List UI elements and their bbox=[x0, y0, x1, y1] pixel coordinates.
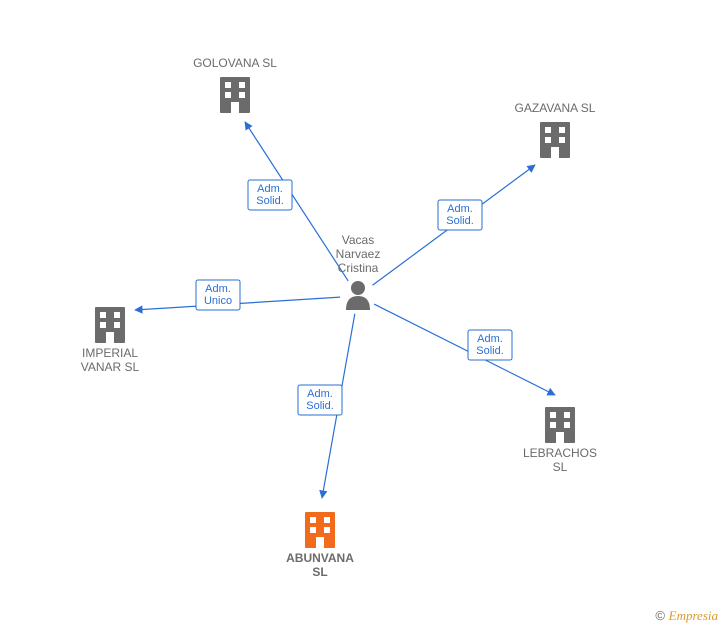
center-node-label: Narvaez bbox=[336, 247, 381, 261]
company-label-gazavana: GAZAVANA SL bbox=[515, 101, 596, 115]
company-node-abunvana: ABUNVANASL bbox=[286, 512, 354, 579]
company-node-gazavana: GAZAVANA SL bbox=[515, 101, 596, 158]
company-label-golovana: GOLOVANA SL bbox=[193, 56, 277, 70]
company-label-imperial: IMPERIAL bbox=[82, 346, 138, 360]
network-diagram: Adm.Solid.Adm.Solid.Adm.UnicoAdm.Solid.A… bbox=[0, 0, 728, 630]
company-label-abunvana: SL bbox=[312, 565, 327, 579]
building-icon bbox=[545, 407, 575, 443]
company-label-imperial: VANAR SL bbox=[81, 360, 140, 374]
company-node-lebrachos: LEBRACHOSSL bbox=[523, 407, 597, 474]
edge-label-imperial: Unico bbox=[204, 295, 232, 307]
edge-label-abunvana: Adm. bbox=[307, 388, 333, 400]
company-label-lebrachos: LEBRACHOS bbox=[523, 446, 597, 460]
copyright-brand: Empresia bbox=[669, 608, 718, 623]
edge-label-abunvana: Solid. bbox=[306, 400, 334, 412]
building-icon bbox=[220, 77, 250, 113]
person-icon bbox=[346, 281, 370, 310]
center-person-node: VacasNarvaezCristina bbox=[336, 233, 381, 310]
edge-label-golovana: Solid. bbox=[256, 195, 284, 207]
company-node-imperial: IMPERIALVANAR SL bbox=[81, 307, 140, 374]
edge-label-imperial: Adm. bbox=[205, 283, 231, 295]
building-icon bbox=[95, 307, 125, 343]
copyright: © Empresia bbox=[655, 608, 718, 624]
edge-label-lebrachos: Solid. bbox=[476, 345, 504, 357]
copyright-symbol: © bbox=[655, 608, 665, 623]
center-node-label: Cristina bbox=[338, 261, 379, 275]
company-label-abunvana: ABUNVANA bbox=[286, 551, 354, 565]
edge-label-golovana: Adm. bbox=[257, 183, 283, 195]
center-node-label: Vacas bbox=[342, 233, 374, 247]
building-icon bbox=[305, 512, 335, 548]
edge-label-gazavana: Adm. bbox=[447, 203, 473, 215]
edge-label-gazavana: Solid. bbox=[446, 215, 474, 227]
edge-lebrachos bbox=[374, 304, 555, 395]
company-label-lebrachos: SL bbox=[553, 460, 568, 474]
building-icon bbox=[540, 122, 570, 158]
edge-label-lebrachos: Adm. bbox=[477, 333, 503, 345]
company-node-golovana: GOLOVANA SL bbox=[193, 56, 277, 113]
